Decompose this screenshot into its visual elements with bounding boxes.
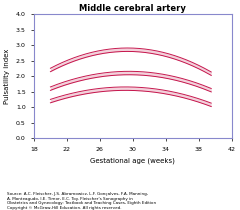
X-axis label: Gestational age (weeks): Gestational age (weeks) — [90, 157, 175, 164]
Title: Middle cerebral artery: Middle cerebral artery — [79, 4, 186, 13]
Y-axis label: Pulsatility index: Pulsatility index — [4, 49, 10, 104]
Text: Source: A.C. Fleischer, J.S. Abramowicz, L.F. Gonçalves, F.A. Manning,
A. Montea: Source: A.C. Fleischer, J.S. Abramowicz,… — [7, 192, 156, 210]
